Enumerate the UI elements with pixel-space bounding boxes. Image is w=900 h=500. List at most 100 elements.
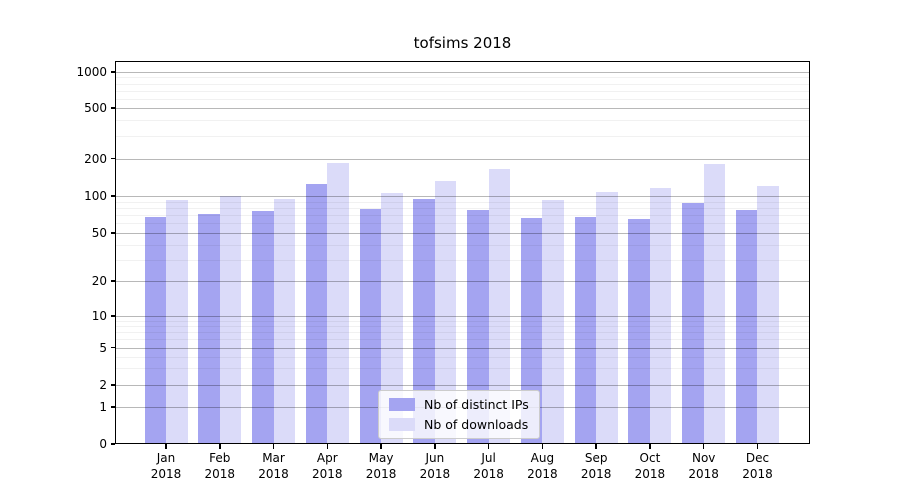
legend: Nb of distinct IPs Nb of downloads [378,390,540,439]
minor-gridline [115,356,810,358]
x-tick-mark [756,444,759,449]
bar-distinct-ips [467,209,489,444]
legend-item-downloads: Nb of downloads [389,417,529,432]
chart-title: tofsims 2018 [413,34,512,52]
legend-swatch-downloads [389,418,415,431]
legend-swatch-distinct-ips [389,398,415,411]
minor-gridline [115,207,810,209]
minor-gridline [115,201,810,203]
legend-label-downloads: Nb of downloads [424,417,529,432]
major-gridline [115,347,810,349]
minor-gridline [115,77,810,79]
x-tick-label: Jan 2018 [150,451,182,481]
x-tick-label: Oct 2018 [634,451,666,481]
legend-label-distinct-ips: Nb of distinct IPs [424,397,529,412]
bar-downloads [596,192,618,444]
legend-item-distinct-ips: Nb of distinct IPs [389,397,529,412]
bar-distinct-ips [682,203,704,444]
x-tick-label: Aug 2018 [527,451,558,481]
y-tick-mark [110,280,115,282]
x-tick-mark [487,444,490,449]
x-tick-label: Jun 2018 [419,451,451,481]
x-tick-mark [272,444,275,449]
y-tick-label: 50 [91,226,107,240]
x-tick-mark [595,444,597,449]
major-gridline [115,385,810,386]
minor-gridline [115,83,810,85]
y-tick-mark [110,406,115,408]
minor-gridline [115,326,810,328]
x-tick-label: Sep 2018 [580,451,612,481]
bar-downloads [327,163,349,444]
x-tick-mark [165,444,167,449]
bar-distinct-ips [252,211,274,444]
y-tick-mark [110,232,115,234]
minor-gridline [115,90,810,92]
x-tick-mark [702,444,705,449]
y-tick-label: 10 [91,309,107,323]
bar-distinct-ips [144,217,166,444]
x-tick-mark [434,444,436,449]
x-tick-label: Apr 2018 [312,451,343,481]
x-tick-label: Dec 2018 [742,451,773,481]
minor-gridline [115,215,810,217]
bar-downloads [166,200,188,444]
minor-gridline [115,332,810,334]
bar-downloads [434,180,457,444]
y-tick-label: 100 [84,189,107,203]
y-tick-label: 5 [99,340,107,355]
minor-gridline [115,223,810,225]
y-tick-label: 20 [91,274,107,288]
y-tick-mark [110,384,115,386]
major-gridline [115,316,810,317]
bar-downloads [488,168,511,444]
bar-downloads [381,192,403,444]
plot-area [115,61,810,444]
x-tick-label: Mar 2018 [258,451,289,481]
minor-gridline [115,136,810,138]
bar-distinct-ips [735,209,758,444]
bar-distinct-ips [359,209,382,444]
minor-gridline [115,320,810,322]
y-tick-mark [110,195,115,197]
y-tick-mark [110,443,115,445]
y-tick-label: 2 [99,378,107,392]
major-gridline [115,233,810,234]
y-tick-label: 1000 [76,65,107,79]
minor-gridline [115,259,810,261]
bar-downloads [649,187,672,444]
x-tick-mark [541,444,544,449]
bar-distinct-ips [305,184,328,444]
bar-downloads [273,199,296,444]
bar-distinct-ips [574,216,597,444]
y-tick-mark [110,71,115,73]
y-tick-label: 1 [99,400,107,414]
y-tick-mark [110,315,115,317]
major-gridline [115,108,810,109]
x-tick-label: Feb 2018 [204,451,236,481]
bar-distinct-ips [628,218,650,444]
major-gridline [115,281,810,282]
bar-downloads [757,185,779,444]
major-gridline [115,158,810,160]
bar-distinct-ips [413,199,435,444]
major-gridline [115,72,810,73]
bar-downloads [542,199,564,444]
y-tick-label: 200 [84,151,107,166]
x-tick-mark [326,444,329,449]
bar-downloads [219,196,242,444]
x-tick-label: May 2018 [365,451,397,481]
x-tick-label: Nov 2018 [688,451,719,481]
minor-gridline [115,244,810,246]
minor-gridline [115,339,810,341]
y-tick-mark [110,346,115,349]
y-tick-label: 500 [84,101,107,115]
x-tick-label: Jul 2018 [473,451,504,481]
bar-downloads [703,163,726,444]
y-tick-mark [110,157,115,160]
y-tick-label: 0 [99,437,107,451]
bar-distinct-ips [520,218,543,444]
major-gridline [115,196,810,197]
x-tick-mark [649,444,651,449]
